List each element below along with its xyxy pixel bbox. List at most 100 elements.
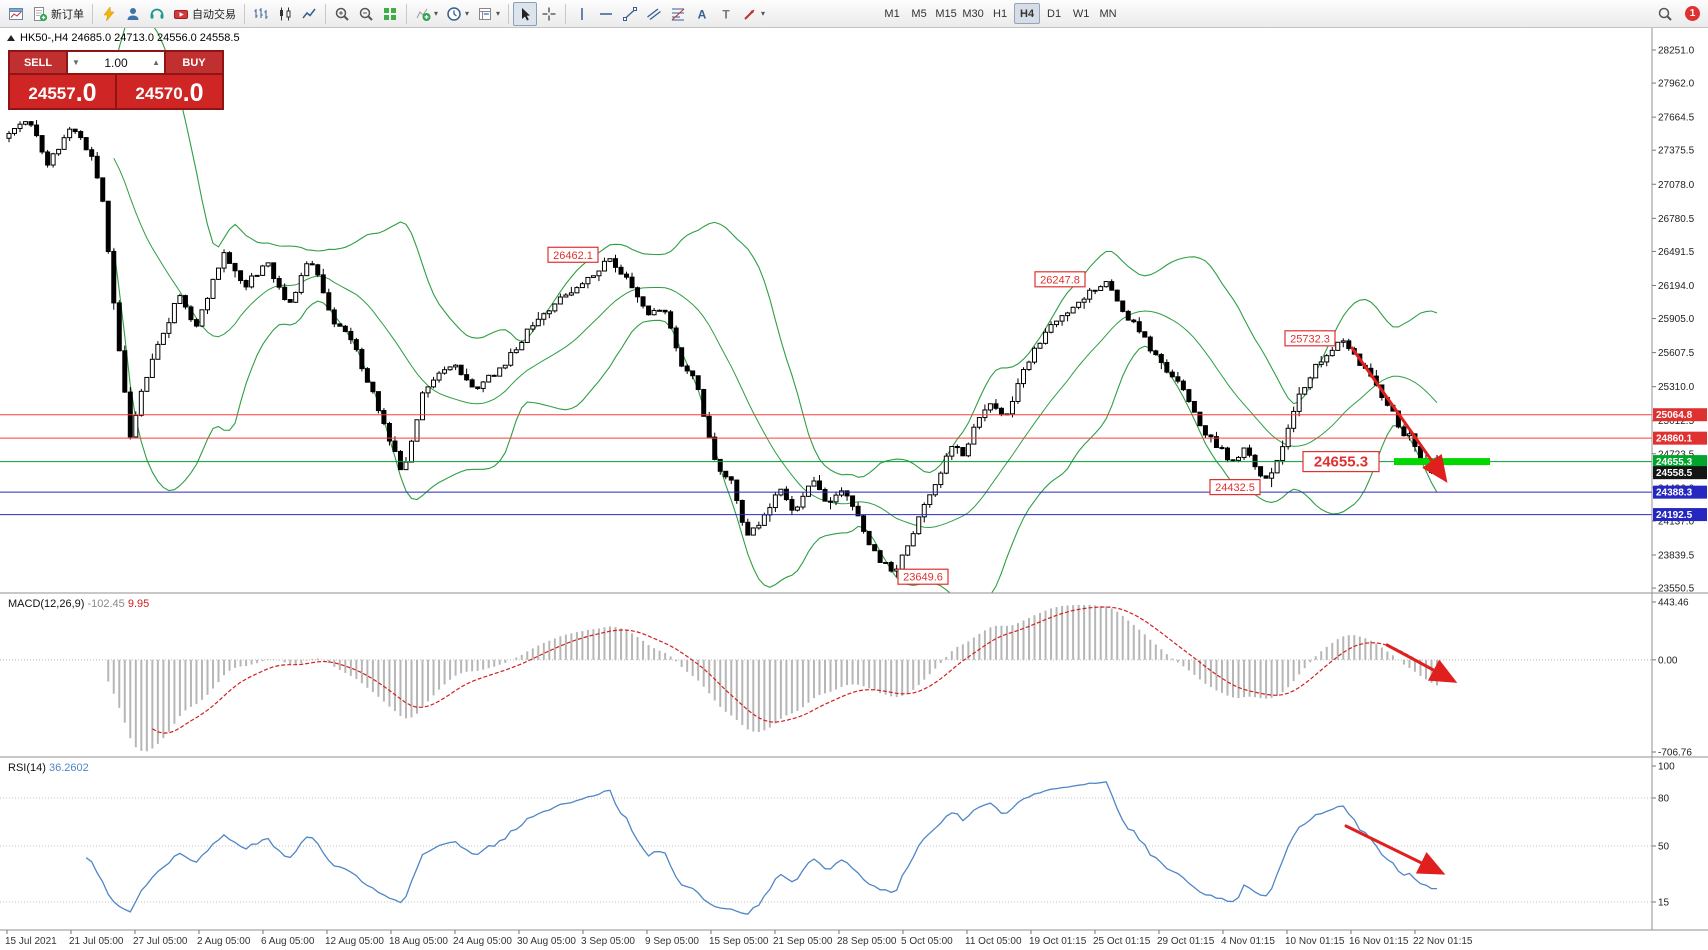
indicators-button[interactable]: ▾ xyxy=(411,2,442,26)
zoom-out-button[interactable] xyxy=(354,2,378,26)
zoom-in-icon xyxy=(335,7,349,21)
search-button[interactable] xyxy=(1653,2,1677,26)
buy-price-button[interactable]: 24570.0 xyxy=(117,75,222,108)
price-tick-label: 27078.0 xyxy=(1658,180,1695,191)
timeframe-m1-button[interactable]: M1 xyxy=(879,3,905,24)
price-annotation-24432.5[interactable]: 24432.5 xyxy=(1209,478,1261,496)
price-tick-label: 25905.0 xyxy=(1658,314,1695,325)
price-annotation-24655.3[interactable]: 24655.3 xyxy=(1302,450,1380,473)
collapse-trade-panel-icon[interactable] xyxy=(7,35,15,41)
support-button[interactable] xyxy=(145,2,169,26)
rsi-tick-label: 100 xyxy=(1658,762,1675,773)
arrow-shape-icon xyxy=(744,9,755,20)
time-label: 5 Oct 05:00 xyxy=(901,936,953,947)
time-label: 24 Aug 05:00 xyxy=(453,936,512,947)
toolbar-separator xyxy=(244,3,245,24)
label-tool-icon: T xyxy=(722,7,730,21)
candles xyxy=(6,120,1440,577)
red-arrow-price[interactable] xyxy=(1350,346,1448,483)
price-annotation-25732.3[interactable]: 25732.3 xyxy=(1284,330,1336,347)
chevron-down-icon: ▾ xyxy=(496,9,501,18)
channel-tool-button[interactable] xyxy=(642,2,666,26)
volume-field[interactable]: ▼ 1.00 ▲ xyxy=(68,52,164,73)
timeframe-d1-button[interactable]: D1 xyxy=(1041,3,1067,24)
svg-text:T: T xyxy=(722,7,730,21)
time-label: 6 Aug 05:00 xyxy=(261,936,315,947)
label-tool-button[interactable]: T xyxy=(714,2,738,26)
bar-chart-mode-button[interactable] xyxy=(249,2,273,26)
red-arrow-rsi[interactable] xyxy=(1344,824,1446,875)
time-label: 2 Aug 05:00 xyxy=(197,936,251,947)
new-order-button[interactable]: 新订单 xyxy=(28,2,88,26)
timeframe-mn-button[interactable]: MN xyxy=(1095,3,1121,24)
cursor-tool-button[interactable] xyxy=(513,1,538,26)
svg-text:24192.5: 24192.5 xyxy=(1656,510,1693,521)
volume-decrease-icon[interactable]: ▼ xyxy=(72,58,80,67)
sell-price-button[interactable]: 24557.0 xyxy=(10,75,115,108)
svg-text:24432.5: 24432.5 xyxy=(1215,482,1255,494)
auto-trading-button[interactable]: 自动交易 xyxy=(169,2,240,26)
buy-price-frac: .0 xyxy=(182,79,204,107)
chevron-down-icon: ▾ xyxy=(465,9,470,18)
timeframe-group: M1 M5 M15 M30 H1 H4 D1 W1 MN xyxy=(879,3,1121,24)
periods-button[interactable]: ▾ xyxy=(442,2,473,26)
price-tick-label: 23550.5 xyxy=(1658,584,1695,595)
rsi-tick-label: 80 xyxy=(1658,794,1670,805)
accounts-button[interactable] xyxy=(121,2,145,26)
rsi-panel[interactable]: RSI(14) 36.2602 xyxy=(0,762,1652,915)
time-label: 29 Oct 01:15 xyxy=(1157,936,1215,947)
zoom-in-button[interactable] xyxy=(330,2,354,26)
timeframe-h1-button[interactable]: H1 xyxy=(987,3,1013,24)
line-chart-mode-button[interactable] xyxy=(297,2,321,26)
template-icon xyxy=(479,7,492,20)
crosshair-tool-button[interactable] xyxy=(537,2,561,26)
auto-trading-label: 自动交易 xyxy=(192,8,236,21)
toolbar-separator xyxy=(325,3,326,24)
horizontal-line-tool-button[interactable] xyxy=(594,2,618,26)
timeframe-w1-button[interactable]: W1 xyxy=(1068,3,1094,24)
price-axis[interactable]: 28251.0 27962.0 27664.5 27375.5 27078.0 26780… xyxy=(1652,46,1707,909)
buy-button[interactable]: BUY xyxy=(166,52,222,73)
highlight-zone[interactable] xyxy=(1394,458,1490,466)
time-axis[interactable]: 15 Jul 2021 21 Jul 05:00 27 Jul 05:00 2 Aug… xyxy=(5,930,1473,947)
volume-increase-icon[interactable]: ▲ xyxy=(152,58,160,67)
trade-panel-top-row: SELL ▼ 1.00 ▲ BUY xyxy=(10,52,222,73)
time-label: 18 Aug 05:00 xyxy=(389,936,448,947)
price-tag-24192.5: 24192.5 xyxy=(1653,508,1707,522)
macd-panel[interactable]: MACD(12,26,9) -102.45 9.95 xyxy=(0,598,1652,752)
vertical-line-icon xyxy=(581,7,583,20)
new-chart-button[interactable] xyxy=(4,2,28,26)
fibonacci-tool-button[interactable] xyxy=(666,2,690,26)
svg-text:24388.3: 24388.3 xyxy=(1656,488,1693,499)
timeframe-m30-button[interactable]: M30 xyxy=(960,3,986,24)
text-tool-button[interactable]: A xyxy=(690,2,714,26)
trend-arrows[interactable] xyxy=(1344,346,1458,875)
timeframe-m15-button[interactable]: M15 xyxy=(933,3,959,24)
red-arrow-macd[interactable] xyxy=(1385,643,1458,683)
volume-value[interactable]: 1.00 xyxy=(104,55,128,70)
arrows-tool-button[interactable]: ▾ xyxy=(738,2,769,26)
trendline-tool-button[interactable] xyxy=(618,2,642,26)
bollinger-lower-band xyxy=(113,247,1438,593)
text-tool-icon: A xyxy=(698,7,707,21)
price-tick-label: 26194.0 xyxy=(1658,281,1695,292)
sell-price-main: 24557 xyxy=(28,84,76,103)
price-annotation-26247.8[interactable]: 26247.8 xyxy=(1034,271,1086,288)
price-annotation-26462.1[interactable]: 26462.1 xyxy=(547,246,599,263)
price-chart-panel[interactable]: 26462.1 26247.8 25732.3 24655.3 24432.5 23649… xyxy=(0,6,1652,604)
macd-tick-label: 0.00 xyxy=(1658,655,1678,666)
price-tick-label: 26491.5 xyxy=(1658,247,1695,258)
tile-windows-button[interactable] xyxy=(378,2,402,26)
vertical-line-tool-button[interactable] xyxy=(570,2,594,26)
notification-badge[interactable]: 1 xyxy=(1685,6,1700,21)
candlestick-icon xyxy=(280,7,291,20)
price-annotation-23649.6[interactable]: 23649.6 xyxy=(897,568,949,585)
timeframe-h4-button[interactable]: H4 xyxy=(1014,3,1041,24)
timeframe-m5-button[interactable]: M5 xyxy=(906,3,932,24)
sell-button[interactable]: SELL xyxy=(10,52,66,73)
time-label: 21 Sep 05:00 xyxy=(773,936,833,947)
templates-button[interactable]: ▾ xyxy=(473,2,504,26)
quick-trade-button[interactable] xyxy=(97,2,121,26)
candlestick-mode-button[interactable] xyxy=(273,2,297,26)
